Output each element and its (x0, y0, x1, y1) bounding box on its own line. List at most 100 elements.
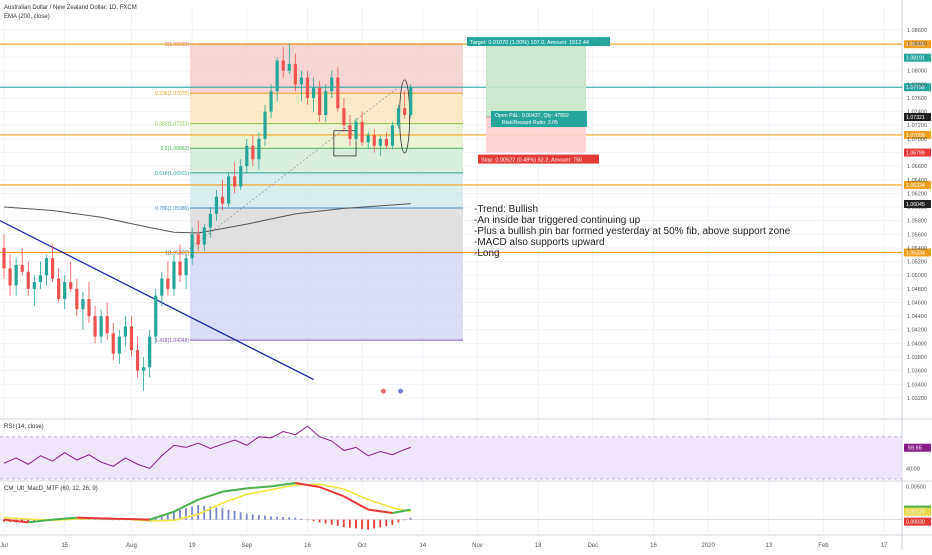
candle-body (202, 227, 206, 245)
candle-body (135, 350, 140, 371)
fib-zone (190, 172, 463, 209)
open-pnl-text: Open P&L: 0.00437, Qty: 47892 (495, 113, 569, 119)
macd-line-segment (368, 508, 393, 514)
horizontal-lines[interactable]: 1.08389 1.07758 1.07058 1.06324 1.05334 (0, 40, 931, 257)
rsi-value-tag (904, 443, 931, 452)
macd-histogram-bar (106, 519, 108, 521)
candle-body (372, 135, 376, 146)
candle-body (75, 288, 79, 310)
fibonacci-retracement[interactable]: 0(1.08393) 0.236(1.07670) 0.382(1.07223) 0.… (155, 42, 463, 344)
price-tick-label: 1.05800 (907, 219, 927, 225)
candle-body (57, 278, 61, 300)
fib-level-label: 0.236(1.07670) (155, 91, 189, 97)
macd-histogram-bar (391, 519, 394, 525)
time-tick-label: 14 (419, 543, 426, 549)
macd-histogram-bar (118, 519, 121, 521)
macd-histogram-bar (94, 519, 96, 520)
price-tick-label: 1.03200 (907, 396, 927, 402)
macd-histogram-bar (294, 517, 297, 520)
candle-body (324, 91, 328, 116)
macd-histogram-bar (361, 519, 363, 529)
candle-body (360, 121, 364, 143)
candle-body (293, 63, 297, 85)
candle-body (214, 196, 219, 214)
candle-body (99, 316, 103, 337)
stop-box (478, 154, 599, 164)
macd-line-segment (295, 482, 320, 488)
fib-level-label: 0.786(1.05986) (155, 206, 189, 212)
macd-histogram-bar (312, 519, 315, 522)
candle-body (166, 278, 170, 289)
price-tag (904, 40, 931, 49)
rsi-line (3, 425, 411, 470)
candle-body (14, 264, 18, 286)
macd-histogram-bar (300, 518, 303, 520)
macd-histogram-bar (209, 506, 212, 520)
symbol-title: Australian Dollar / New Zealand Dollar, … (4, 5, 137, 11)
time-tick-label: 16 (650, 543, 657, 549)
macd-pane: CM_Ult_MacD_MTF (60, 12, 26, 9) 0.00500 0.… (0, 482, 931, 530)
macd-line-segment (149, 510, 175, 521)
macd-title: CM_Ult_MacD_MTF (60, 12, 26, 9) (4, 486, 98, 492)
analysis-note[interactable]: -Trend: Bullish-An inside bar triggered … (474, 204, 791, 259)
candle-body (384, 138, 389, 146)
candle-body (251, 145, 255, 160)
macd-line-segment (343, 495, 369, 511)
price-badge-label: 1.06045 (906, 202, 925, 208)
macd-histogram-bar (112, 519, 115, 521)
macd-histogram-bar (264, 515, 266, 520)
time-axis[interactable]: Jul 15 Aug 19 Sep 16 Oct 14 Nov 18 Dec 16 2020 13 Feb 1… (0, 543, 932, 549)
macd-value-tag (904, 507, 931, 516)
ema-legend: EMA (200, close) (4, 14, 50, 20)
candle-body (190, 234, 194, 259)
candle-body (129, 326, 134, 351)
candle-body (93, 316, 97, 337)
fib-zone (190, 43, 463, 94)
macd-histogram-bar (379, 519, 382, 528)
note-line: -Long (474, 248, 500, 259)
price-axis[interactable]: 1.086001.084001.082001.080001.078001.076… (904, 28, 931, 402)
fib-level-label: 0.5(1.06863) (161, 146, 190, 152)
macd-line-segment (125, 518, 150, 521)
macd-line-segment (319, 486, 345, 498)
macd-histogram-bar (324, 519, 327, 524)
macd-value-tag (904, 517, 931, 526)
candle-body (154, 295, 158, 337)
price-badge-label: 1.06799 (906, 151, 925, 157)
candle-body (403, 108, 407, 116)
price-badge-label: 1.08191 (906, 56, 925, 62)
price-tag-label: 1.05334 (906, 250, 925, 256)
macd-line-segment (222, 487, 247, 493)
candle-body (111, 333, 115, 354)
candle-body (299, 77, 304, 85)
macd-histogram-bar (276, 516, 278, 520)
price-tick-label: 1.04400 (907, 314, 927, 320)
price-tick-label: 1.05200 (907, 260, 927, 266)
candle-body (342, 108, 346, 126)
macd-value-label: 0.00120 (906, 510, 925, 516)
macd-histogram-bar (355, 519, 357, 529)
price-tick-label: 1.05600 (907, 232, 927, 238)
macd-histogram-bar (197, 505, 200, 520)
macd-histogram-bar (288, 517, 291, 520)
candle-body (311, 87, 316, 98)
fib-anchor-line (185, 86, 399, 252)
candle-body (178, 261, 182, 276)
long-position-tool[interactable]: Target: 0.01070 (1.00%) 107.0, Amount: 1… (467, 37, 610, 164)
price-tick-label: 1.07400 (907, 110, 927, 116)
fib-level-label: 0.382(1.07223) (155, 122, 189, 128)
time-tick-label: 16 (304, 543, 311, 549)
macd-histogram-bar (160, 514, 163, 520)
target-text: Target: 0.01070 (1.00%) 107.0, Amount: 1… (470, 40, 589, 46)
rsi-title: RSI (14, close) (4, 424, 44, 430)
inside-bar-box (333, 130, 357, 157)
candle-body (348, 125, 352, 139)
price-badge (904, 53, 931, 62)
macd-histogram-bar (185, 508, 187, 520)
macd-signal-line (3, 483, 411, 522)
macd-line-segment (392, 508, 411, 514)
price-tick-label: 1.06600 (907, 164, 927, 170)
time-tick-label: Nov (472, 543, 483, 549)
